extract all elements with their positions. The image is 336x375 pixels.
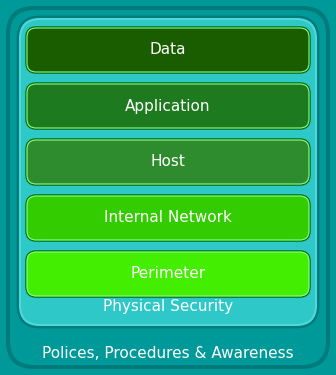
FancyBboxPatch shape	[26, 251, 310, 297]
FancyBboxPatch shape	[26, 83, 310, 129]
FancyBboxPatch shape	[26, 27, 310, 73]
Text: Data: Data	[150, 42, 186, 57]
Text: Application: Application	[125, 99, 211, 114]
Text: Physical Security: Physical Security	[103, 300, 233, 315]
FancyBboxPatch shape	[10, 10, 326, 365]
FancyBboxPatch shape	[20, 19, 316, 325]
FancyBboxPatch shape	[26, 195, 310, 241]
FancyBboxPatch shape	[6, 6, 330, 369]
Text: Polices, Procedures & Awareness: Polices, Procedures & Awareness	[42, 345, 294, 360]
Text: Host: Host	[151, 154, 185, 170]
Text: Internal Network: Internal Network	[104, 210, 232, 225]
FancyBboxPatch shape	[18, 17, 318, 327]
Text: Perimeter: Perimeter	[130, 267, 206, 282]
FancyBboxPatch shape	[26, 139, 310, 185]
